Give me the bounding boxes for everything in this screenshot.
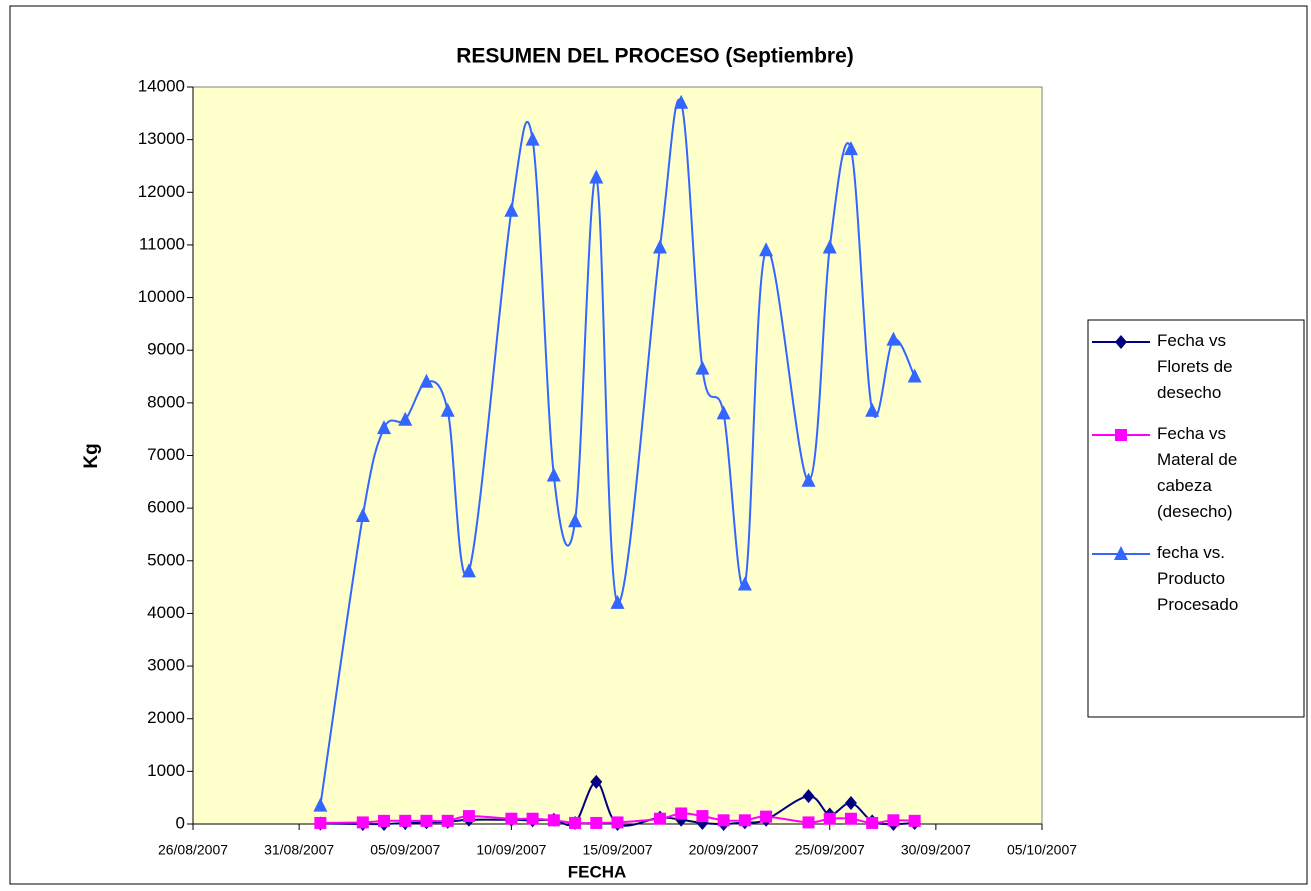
- x-axis-label: FECHA: [568, 862, 627, 881]
- marker: [526, 812, 539, 825]
- series-line: [319, 98, 916, 806]
- marker: [844, 812, 857, 825]
- marker: [675, 807, 688, 820]
- y-tick-label: 10000: [138, 287, 185, 306]
- legend: [1087, 319, 1305, 718]
- marker: [844, 795, 857, 810]
- y-tick-label: 14000: [138, 76, 185, 95]
- y-tick-label: 7000: [147, 445, 185, 464]
- marker: [420, 814, 433, 827]
- legend-label: fecha vs. Producto Procesado: [1157, 543, 1238, 614]
- marker: [378, 814, 391, 827]
- x-tick-label: 10/09/2007: [476, 842, 546, 858]
- y-tick-label: 1000: [147, 761, 185, 780]
- marker: [590, 816, 603, 829]
- x-tick-label: 20/09/2007: [689, 842, 759, 858]
- legend-label: Fecha vs Florets de desecho: [1157, 331, 1233, 402]
- x-tick-label: 25/09/2007: [795, 842, 865, 858]
- marker: [547, 814, 560, 827]
- y-axis-label: Kg: [81, 443, 102, 468]
- marker: [843, 141, 858, 156]
- y-tick-label: 4000: [147, 603, 185, 622]
- chart-title: RESUMEN DEL PROCESO (Septiembre): [456, 45, 854, 68]
- x-tick-label: 31/08/2007: [264, 842, 334, 858]
- marker: [716, 405, 731, 420]
- marker: [356, 816, 369, 829]
- marker: [590, 774, 603, 789]
- x-tick-label: 05/10/2007: [1007, 842, 1077, 858]
- marker: [1115, 335, 1127, 349]
- marker: [1114, 546, 1128, 560]
- marker: [505, 812, 518, 825]
- marker: [419, 373, 434, 388]
- y-tick-label: 8000: [147, 392, 185, 411]
- y-tick-label: 9000: [147, 340, 185, 359]
- marker: [865, 402, 880, 417]
- marker: [568, 513, 583, 528]
- x-tick-label: 05/09/2007: [370, 842, 440, 858]
- marker: [823, 812, 836, 825]
- y-tick-label: 11000: [139, 234, 185, 253]
- y-tick-label: 5000: [147, 550, 185, 569]
- marker: [441, 814, 454, 827]
- marker: [674, 94, 689, 109]
- marker: [313, 797, 328, 812]
- marker: [717, 814, 730, 827]
- marker: [908, 814, 921, 827]
- x-tick-label: 26/08/2007: [158, 842, 228, 858]
- marker: [802, 816, 815, 829]
- marker: [1115, 429, 1127, 441]
- y-tick-label: 3000: [147, 656, 185, 675]
- marker: [398, 411, 413, 426]
- marker: [802, 789, 815, 804]
- marker: [589, 169, 604, 184]
- marker: [866, 816, 879, 829]
- x-tick-label: 30/09/2007: [901, 842, 971, 858]
- y-tick-label: 6000: [147, 498, 185, 517]
- marker: [504, 202, 519, 217]
- marker: [462, 810, 475, 823]
- marker: [822, 239, 837, 254]
- marker: [546, 467, 561, 482]
- marker: [610, 594, 625, 609]
- marker: [377, 420, 392, 435]
- plot-area: [192, 86, 1043, 825]
- marker: [461, 563, 476, 578]
- marker: [611, 816, 624, 829]
- marker: [653, 812, 666, 825]
- marker: [886, 331, 901, 346]
- marker: [801, 472, 816, 487]
- marker: [760, 810, 773, 823]
- marker: [314, 816, 327, 829]
- marker: [737, 576, 752, 591]
- marker: [355, 508, 370, 523]
- marker: [738, 814, 751, 827]
- marker: [696, 810, 709, 823]
- legend-label: Fecha vs Materal de cabeza (desecho): [1157, 424, 1237, 521]
- marker: [887, 814, 900, 827]
- marker: [759, 242, 774, 257]
- y-tick-label: 0: [176, 813, 185, 832]
- marker: [569, 816, 582, 829]
- marker: [525, 131, 540, 146]
- marker: [399, 814, 412, 827]
- marker: [695, 360, 710, 375]
- y-tick-label: 13000: [138, 129, 185, 148]
- marker: [652, 239, 667, 254]
- x-tick-label: 15/09/2007: [582, 842, 652, 858]
- y-tick-label: 2000: [147, 708, 185, 727]
- marker: [907, 368, 922, 383]
- y-tick-label: 12000: [138, 182, 185, 201]
- marker: [440, 402, 455, 417]
